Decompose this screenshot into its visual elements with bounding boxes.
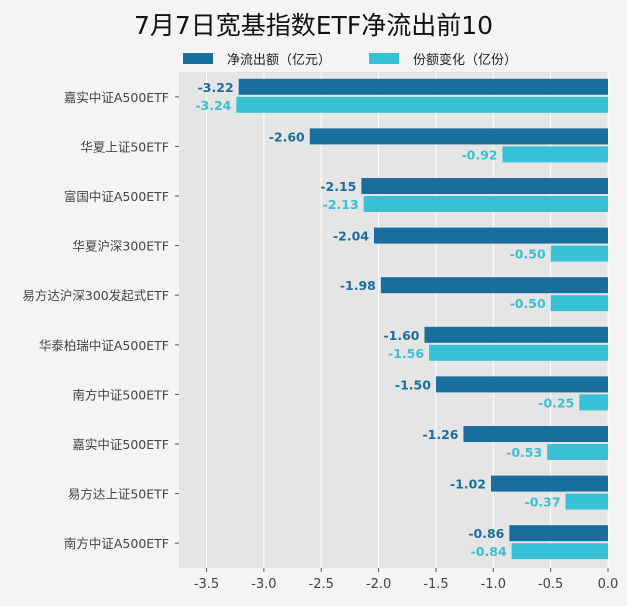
category-label: 华泰柏瑞中证A500ETF <box>39 338 169 353</box>
data-label: -1.02 <box>450 477 486 492</box>
category-label: 嘉实中证A500ETF <box>64 90 169 105</box>
bar-net-outflow <box>380 277 608 294</box>
data-label: -2.13 <box>323 197 359 212</box>
legend-label: 份额变化（亿份） <box>413 53 518 68</box>
data-label: -1.60 <box>383 328 419 343</box>
data-label: -1.26 <box>422 427 458 442</box>
bar-net-outflow <box>491 475 608 492</box>
x-tick-label: -0.5 <box>538 577 563 592</box>
x-tick-label: -3.5 <box>194 577 219 592</box>
legend-item-net-outflow[interactable]: 净流出额（亿元） <box>183 49 331 68</box>
bar-net-outflow <box>361 178 608 194</box>
category-label: 华夏沪深300ETF <box>72 239 169 254</box>
data-label: -0.37 <box>525 495 561 510</box>
category-label: 易方达上证50ETF <box>68 487 169 502</box>
data-label: -0.50 <box>510 247 546 262</box>
x-tick-label: -1.5 <box>423 577 448 592</box>
bar-net-outflow <box>309 128 608 145</box>
legend-label: 净流出额（亿元） <box>227 53 332 68</box>
legend-swatch <box>183 53 213 64</box>
bar-net-outflow <box>509 525 608 542</box>
data-label: -0.53 <box>506 445 542 460</box>
bar-share-change <box>565 493 608 510</box>
data-label: -2.15 <box>320 179 356 194</box>
data-label: -1.98 <box>340 278 376 293</box>
data-label: -0.50 <box>510 296 546 311</box>
chart-title: 7月7日宽基指数ETF净流出前10 <box>133 11 494 40</box>
data-label: -0.84 <box>471 544 507 559</box>
bar-share-change <box>236 96 608 113</box>
legend-swatch <box>369 53 400 64</box>
category-label: 易方达沪深300发起式ETF <box>22 288 169 303</box>
category-label: 南方中证A500ETF <box>64 536 169 551</box>
bar-share-change <box>550 295 608 312</box>
bar-share-change <box>502 146 608 163</box>
legend-item-share-change[interactable]: 份额变化（亿份） <box>369 49 517 68</box>
bar-net-outflow <box>374 227 608 244</box>
bar-share-change <box>511 543 608 560</box>
bar-share-change <box>363 196 608 212</box>
data-label: -1.50 <box>395 377 431 392</box>
bar-net-outflow <box>463 426 608 442</box>
x-tick-label: -1.0 <box>481 577 506 592</box>
data-label: -2.60 <box>269 129 305 144</box>
data-label: -0.25 <box>538 395 574 410</box>
data-label: -3.22 <box>198 80 234 95</box>
bar-share-change <box>550 245 608 262</box>
x-tick-label: -2.0 <box>366 577 391 592</box>
bar-share-change <box>579 394 608 411</box>
legend: 净流出额（亿元） 份额变化（亿份） <box>183 49 555 68</box>
x-tick-label: -2.5 <box>309 577 334 592</box>
x-tick-label: 0.0 <box>598 577 619 592</box>
bar-net-outflow <box>238 78 608 95</box>
bar-net-outflow <box>435 376 608 393</box>
bar-net-outflow <box>424 326 608 343</box>
category-label: 嘉实中证500ETF <box>72 437 169 452</box>
data-label: -0.86 <box>468 526 504 541</box>
data-label: -3.24 <box>195 98 231 113</box>
data-label: -1.56 <box>388 346 424 361</box>
category-label: 富国中证A500ETF <box>64 189 169 204</box>
bar-share-change <box>547 444 608 460</box>
category-label: 华夏上证50ETF <box>80 139 169 154</box>
bar-share-change <box>429 344 608 361</box>
data-label: -2.04 <box>333 229 369 244</box>
data-label: -0.92 <box>461 147 497 162</box>
category-label: 南方中证500ETF <box>72 387 169 402</box>
x-tick-label: -3.0 <box>251 577 276 592</box>
